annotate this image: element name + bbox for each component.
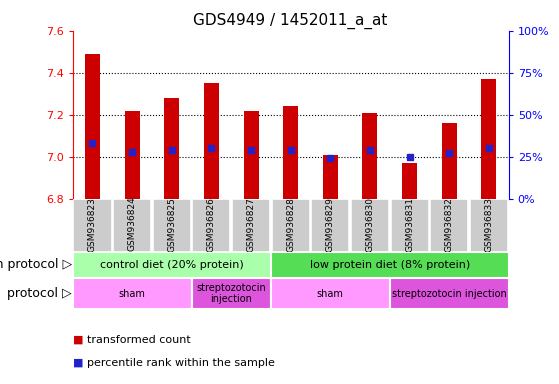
Text: sham: sham (119, 288, 145, 298)
Text: control diet (20% protein): control diet (20% protein) (100, 260, 244, 270)
Text: ■: ■ (73, 335, 83, 345)
Text: GSM936823: GSM936823 (88, 197, 97, 252)
Title: GDS4949 / 1452011_a_at: GDS4949 / 1452011_a_at (193, 13, 388, 29)
Bar (323, 155, 338, 199)
Bar (442, 123, 457, 199)
Bar (390, 278, 509, 309)
Bar (481, 79, 496, 199)
Bar (73, 278, 192, 309)
Text: GSM936826: GSM936826 (207, 197, 216, 252)
Text: percentile rank within the sample: percentile rank within the sample (87, 358, 274, 368)
Bar (125, 111, 140, 199)
Bar (244, 111, 259, 199)
Text: sham: sham (317, 288, 344, 298)
Bar (311, 199, 349, 252)
Bar (153, 199, 191, 252)
Text: GSM936831: GSM936831 (405, 197, 414, 252)
Text: GSM936825: GSM936825 (167, 197, 176, 252)
Bar (271, 252, 509, 278)
Bar (271, 278, 390, 309)
Bar (430, 199, 468, 252)
Bar (362, 113, 377, 199)
Bar (192, 278, 271, 309)
Bar (232, 199, 270, 252)
Bar (73, 252, 271, 278)
Bar (283, 106, 298, 199)
Bar (73, 199, 111, 252)
Text: GSM936829: GSM936829 (326, 197, 335, 252)
Bar (402, 163, 417, 199)
Text: protocol ▷: protocol ▷ (7, 287, 72, 300)
Text: GSM936828: GSM936828 (286, 197, 295, 252)
Bar (272, 199, 310, 252)
Text: transformed count: transformed count (87, 335, 191, 345)
Bar (192, 199, 230, 252)
Text: GSM936832: GSM936832 (445, 197, 454, 252)
Text: streptozotocin
injection: streptozotocin injection (196, 283, 266, 305)
Bar (470, 199, 508, 252)
Bar (351, 199, 389, 252)
Bar (204, 83, 219, 199)
Text: GSM936827: GSM936827 (247, 197, 255, 252)
Bar (164, 98, 179, 199)
Bar (113, 199, 151, 252)
Bar (391, 199, 429, 252)
Text: low protein diet (8% protein): low protein diet (8% protein) (310, 260, 470, 270)
Text: GSM936833: GSM936833 (484, 197, 494, 252)
Bar (85, 54, 100, 199)
Text: GSM936824: GSM936824 (127, 197, 136, 252)
Text: streptozotocin injection: streptozotocin injection (392, 288, 506, 298)
Text: GSM936830: GSM936830 (366, 197, 375, 252)
Text: growth protocol ▷: growth protocol ▷ (0, 258, 72, 271)
Text: ■: ■ (73, 358, 83, 368)
